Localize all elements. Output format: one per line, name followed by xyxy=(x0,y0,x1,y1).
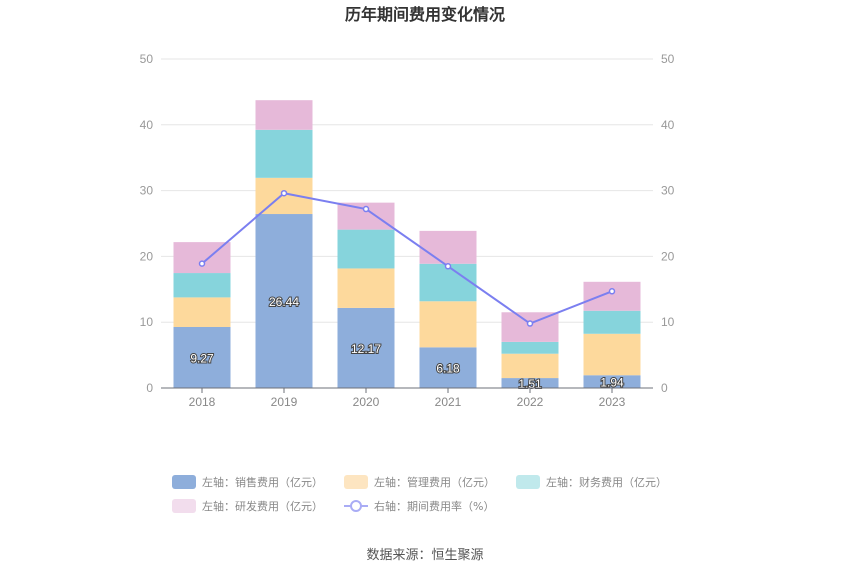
y-right-tick-label: 0 xyxy=(661,381,668,395)
bar-segment xyxy=(255,214,313,388)
bar-segment xyxy=(501,341,559,354)
rate-point xyxy=(444,263,452,270)
y-left-tick-label: 10 xyxy=(140,315,154,329)
legend-label: 左轴：销售费用（亿元） xyxy=(202,475,323,489)
bar-segment xyxy=(255,129,313,178)
bar-data-label: 9.27 xyxy=(190,352,214,366)
rate-point xyxy=(526,320,534,327)
y-left-tick-label: 30 xyxy=(140,184,154,198)
source-note: 数据来源：恒生聚源 xyxy=(366,548,483,563)
bar-segment xyxy=(583,375,641,388)
axis-layer: 0 10 20 30 40 50 0 10 20 30 40 50 2018 2019 2020 2021 20… xyxy=(140,52,675,409)
chart-title: 历年期间费用变化情况 xyxy=(345,5,505,24)
legend-label: 左轴：管理费用（亿元） xyxy=(374,475,495,489)
rate-line xyxy=(201,192,613,325)
legend-marker-icon xyxy=(350,500,362,512)
bar-segment xyxy=(419,263,477,302)
bar-segment xyxy=(501,353,559,379)
y-right-tick-label: 20 xyxy=(661,249,675,263)
bar-segment xyxy=(419,301,477,348)
legend-label: 左轴：研发费用（亿元） xyxy=(202,499,323,513)
legend-swatch xyxy=(344,475,368,489)
legend-swatch xyxy=(516,475,540,489)
y-right-tick-label: 50 xyxy=(661,52,675,66)
y-right-tick-label: 40 xyxy=(661,118,675,132)
y-left-tick-label: 20 xyxy=(140,249,154,263)
bar-data-label: 1.94 xyxy=(600,376,624,390)
rate-line-layer xyxy=(198,189,616,327)
x-tick-label: 2023 xyxy=(599,395,626,409)
x-tick-label: 2020 xyxy=(353,395,380,409)
y-left-tick-label: 40 xyxy=(140,118,154,132)
gridlines xyxy=(161,58,653,323)
bar-segment xyxy=(173,273,231,298)
bar-data-label: 26.44 xyxy=(269,295,299,309)
rate-point xyxy=(280,189,288,197)
bar-segment xyxy=(337,307,395,388)
x-tick-label: 2019 xyxy=(271,395,298,409)
bar-segment xyxy=(173,297,231,328)
y-left-tick-label: 0 xyxy=(146,381,153,395)
rate-point xyxy=(198,260,206,267)
bar-layer xyxy=(173,100,641,388)
bar-segment xyxy=(501,312,559,342)
bar-data-label: 12.17 xyxy=(351,342,381,356)
bar-segment xyxy=(583,333,641,376)
bar-segment xyxy=(419,347,477,388)
legend-label: 左轴：财务费用（亿元） xyxy=(546,475,667,489)
bar-segment xyxy=(173,327,231,388)
y-right-tick-label: 30 xyxy=(661,184,675,198)
bar-segment xyxy=(501,378,559,388)
rate-point xyxy=(362,205,370,213)
bar-segment xyxy=(337,229,395,269)
bar-data-label: 6.18 xyxy=(436,362,460,376)
legend-swatch xyxy=(172,475,196,489)
bar-segment xyxy=(583,281,641,311)
x-tick-label: 2018 xyxy=(189,395,216,409)
bar-segment xyxy=(337,268,395,308)
rate-point xyxy=(608,288,616,295)
bar-segment xyxy=(255,100,313,130)
bar-segment xyxy=(583,310,641,334)
y-right-tick-label: 10 xyxy=(661,315,675,329)
x-tick-label: 2022 xyxy=(517,395,544,409)
legend-swatch xyxy=(172,499,196,513)
x-tick-label: 2021 xyxy=(435,395,462,409)
y-left-tick-label: 50 xyxy=(140,52,154,66)
bar-segment xyxy=(419,230,477,264)
legend-label: 右轴：期间费用率（%） xyxy=(374,499,494,513)
legend: 左轴：销售费用（亿元） 左轴：管理费用（亿元） 左轴：财务费用（亿元） 左轴：研发费用… xyxy=(172,475,667,513)
